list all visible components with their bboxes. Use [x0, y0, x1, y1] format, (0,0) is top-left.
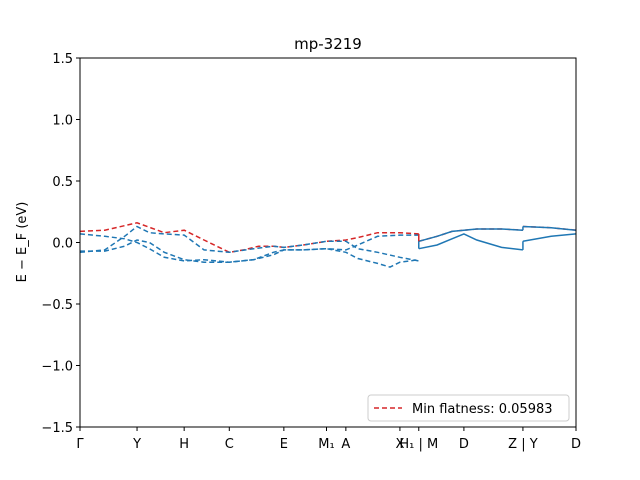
y-tick-label: 1.5: [52, 52, 73, 67]
x-tick-label: D: [459, 437, 469, 452]
chart-title: mp-3219: [294, 35, 362, 53]
band-line-9: [522, 233, 576, 243]
band-line-0: [80, 222, 419, 254]
band-line-3: [80, 239, 419, 268]
y-tick-label: 0.5: [52, 175, 73, 190]
x-tick-label: X: [395, 437, 404, 452]
legend-box: [367, 394, 570, 422]
band-line-2: [80, 225, 419, 262]
x-tick-label: H₁ | M: [399, 437, 438, 452]
x-tick-label: D: [571, 437, 581, 452]
band-line-6: [418, 228, 523, 243]
x-tick-label: Y: [132, 437, 141, 452]
band-line-7: [418, 233, 523, 251]
y-axis: −1.5 −1.0 −0.5 0.0 0.5 1.0 1.5: [41, 52, 80, 436]
y-tick-label: −0.5: [41, 298, 73, 313]
plot-area: [79, 57, 577, 428]
x-tick-label: H: [179, 437, 189, 452]
band-line-8: [522, 225, 576, 231]
y-tick-label: 0.0: [52, 237, 73, 252]
legend: Min flatness: 0.05983: [367, 394, 570, 422]
x-tick-label: M₁: [318, 437, 334, 452]
series-layer: [80, 222, 576, 268]
x-axis: Γ Y H C E M₁ A XH₁ | M D Z | Y D: [76, 427, 581, 452]
x-tick-label: C: [225, 437, 234, 452]
y-tick-label: −1.5: [41, 421, 73, 436]
x-tick-label: Γ: [76, 437, 84, 452]
y-tick-label: 1.0: [52, 114, 73, 129]
legend-label: Min flatness: 0.05983: [412, 402, 553, 417]
y-axis-label: E − E_F (eV): [15, 202, 30, 283]
x-tick-label: Z | Y: [508, 437, 538, 452]
x-tick-label: E: [280, 437, 288, 452]
x-tick-label: A: [341, 437, 350, 452]
y-tick-label: −1.0: [41, 360, 73, 375]
